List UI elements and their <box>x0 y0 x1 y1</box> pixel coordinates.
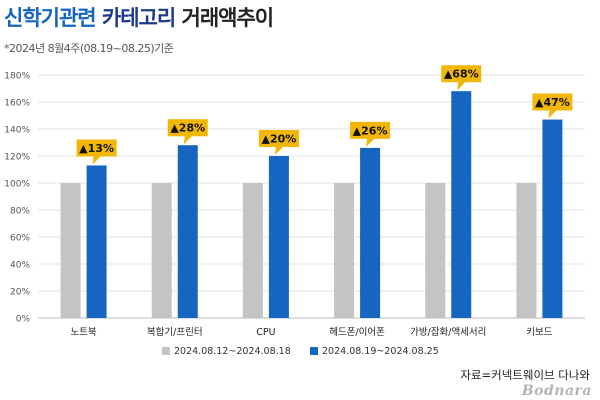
bar-current-week <box>451 91 472 318</box>
bar-previous-week <box>334 183 355 318</box>
growth-callout <box>441 65 482 91</box>
source-note: 자료=커넥트웨이브 다나와 <box>460 368 590 382</box>
y-tick-label: 120% <box>4 153 30 163</box>
growth-callout <box>258 130 299 155</box>
title-part-3: 거래액추이 <box>181 6 275 30</box>
y-tick-label: 100% <box>4 180 30 190</box>
title-part-1: 신학기관련 <box>4 6 97 30</box>
growth-label: ▲28% <box>170 122 205 135</box>
page-title: 신학기관련 카테고리 거래액추이 <box>4 2 275 32</box>
x-category-label: 헤드폰/이어폰 <box>329 326 385 338</box>
bar-current-week <box>268 156 289 318</box>
x-category-label: CPU <box>256 327 275 338</box>
x-category-label: 복합기/프린터 <box>147 327 203 338</box>
y-tick-label: 140% <box>4 126 30 136</box>
y-tick-label: 160% <box>4 99 30 109</box>
y-tick-label: 80% <box>10 207 30 217</box>
bar-current-week <box>360 147 381 318</box>
bar-previous-week <box>60 183 81 318</box>
y-tick-label: 0% <box>16 315 31 325</box>
growth-label: ▲26% <box>353 124 388 137</box>
growth-callout <box>167 119 208 145</box>
legend-swatch-previous <box>162 347 170 355</box>
legend-swatch-current <box>310 347 318 355</box>
chart-subtitle: *2024년 8월4주(08.19~08.25)기준 <box>4 42 174 55</box>
x-category-label: 가방/잡화/액세서리 <box>410 326 486 338</box>
growth-callout <box>76 139 117 165</box>
title-part-2: 카테고리 <box>101 6 176 30</box>
bar-previous-week <box>242 183 263 318</box>
x-category-label: 키보드 <box>526 327 552 338</box>
growth-label: ▲47% <box>535 96 570 109</box>
growth-callout <box>532 93 573 119</box>
y-tick-label: 60% <box>10 234 30 244</box>
bar-current-week <box>86 165 107 318</box>
legend-label-previous: 2024.08.12~2024.08.18 <box>174 346 291 357</box>
bar-current-week <box>177 145 198 318</box>
bodnara-logo: Bodnara <box>521 383 592 399</box>
bar-previous-week <box>516 183 537 318</box>
growth-label: ▲20% <box>262 133 297 146</box>
bar-current-week <box>542 119 563 318</box>
y-tick-label: 180% <box>4 72 30 82</box>
x-category-label: 노트북 <box>70 327 96 338</box>
y-tick-label: 20% <box>10 288 30 298</box>
growth-callout <box>350 121 391 147</box>
bar-previous-week <box>151 183 172 318</box>
y-tick-label: 40% <box>10 261 30 271</box>
bar-previous-week <box>425 183 446 318</box>
growth-label: ▲13% <box>79 142 114 155</box>
growth-label: ▲68% <box>444 68 479 81</box>
legend-label-current: 2024.08.19~2024.08.25 <box>322 346 439 357</box>
